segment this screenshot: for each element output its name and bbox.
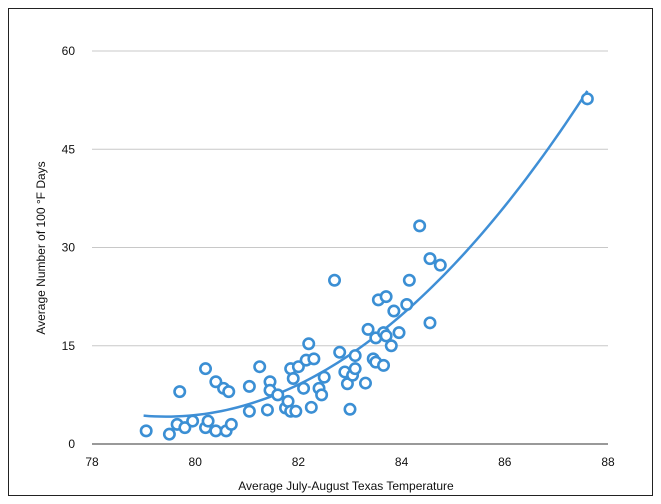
data-point: [358, 376, 372, 390]
data-points: [139, 92, 594, 441]
data-point: [173, 385, 187, 399]
x-tick-label: 86: [498, 455, 512, 469]
y-tick-label: 60: [62, 44, 76, 58]
data-point: [333, 345, 347, 359]
x-tick-label: 80: [189, 455, 203, 469]
data-point: [139, 424, 153, 438]
data-point: [348, 349, 362, 363]
data-point: [580, 92, 594, 106]
data-point: [361, 322, 375, 336]
data-point: [423, 252, 437, 266]
data-point: [186, 414, 200, 428]
data-point: [402, 273, 416, 287]
data-point: [379, 290, 393, 304]
data-point: [242, 404, 256, 418]
data-point: [286, 371, 300, 385]
y-axis-label: Average Number of 100 °F Days: [34, 161, 48, 334]
y-tick-label: 15: [62, 339, 76, 353]
data-point: [260, 403, 274, 417]
data-point: [242, 379, 256, 393]
data-point: [271, 388, 285, 402]
data-point: [199, 362, 213, 376]
x-tick-label: 88: [601, 455, 615, 469]
x-tick-label: 82: [292, 455, 306, 469]
x-axis-label: Average July-August Texas Temperature: [238, 479, 454, 493]
data-point: [307, 352, 321, 366]
data-point: [400, 297, 414, 311]
data-point: [302, 337, 316, 351]
data-point: [328, 273, 342, 287]
data-point: [222, 385, 236, 399]
data-point: [304, 400, 318, 414]
x-tick-label: 84: [395, 455, 409, 469]
x-tick-label: 78: [85, 455, 99, 469]
y-tick-labels: 0 15 30 45 60: [62, 44, 76, 451]
y-tick-label: 30: [62, 241, 76, 255]
data-point: [315, 388, 329, 402]
data-point: [201, 414, 215, 428]
data-point: [162, 427, 176, 441]
data-point: [224, 417, 238, 431]
data-point: [253, 360, 267, 374]
gridlines: [92, 50, 608, 445]
data-point: [423, 316, 437, 330]
data-point: [384, 339, 398, 353]
y-tick-label: 45: [62, 142, 76, 156]
data-point: [348, 362, 362, 376]
data-point: [377, 358, 391, 372]
data-point: [297, 381, 311, 395]
data-point: [413, 219, 427, 233]
y-tick-label: 0: [68, 437, 75, 451]
data-point: [387, 304, 401, 318]
data-point: [379, 329, 393, 343]
data-point: [343, 402, 357, 416]
data-point: [433, 258, 447, 272]
data-point: [392, 326, 406, 340]
trend-line: [143, 90, 589, 418]
data-point: [317, 370, 331, 384]
chart-frame: [8, 8, 653, 496]
x-tick-labels: 78 80 82 84 86 88: [85, 455, 615, 469]
data-point: [289, 404, 303, 418]
data-point: [209, 424, 223, 438]
